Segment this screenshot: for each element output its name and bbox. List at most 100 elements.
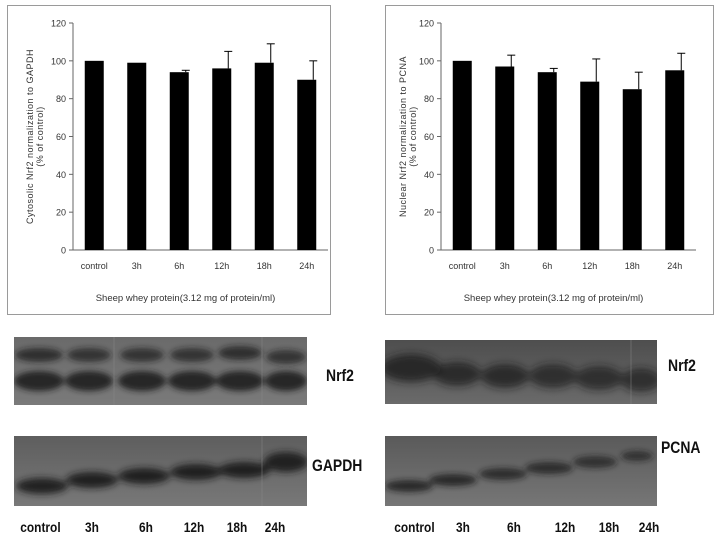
blot-band (216, 371, 264, 391)
blot-svg (14, 337, 307, 405)
blot-label-nrf2-right: Nrf2 (668, 356, 696, 375)
bar-3h (127, 62, 147, 250)
x-axis-label: Sheep whey protein(3.12 mg of protein/ml… (464, 293, 644, 304)
x-tick-label-24h: 24h (667, 261, 682, 271)
lane-label-right-24h: 24h (638, 519, 660, 535)
y-tick-label: 80 (424, 94, 434, 104)
blot-band (621, 368, 657, 392)
blot-background (14, 337, 307, 405)
blot-image-gapdh (14, 436, 307, 506)
y-tick-label: 0 (429, 246, 434, 256)
blot-band (16, 478, 68, 494)
blot-bands (14, 346, 307, 391)
y-tick-label: 80 (56, 94, 66, 104)
chart-panel-nuclear: 0 20 40 60 80 100 120 control 3h 6h 12h 18h 24h Sheep… (385, 5, 714, 315)
y-tick-label: 60 (56, 132, 66, 142)
blot-label-pcna: PCNA (661, 438, 701, 457)
blot-band (170, 464, 222, 480)
blot-band (621, 451, 653, 461)
bar-control (84, 60, 104, 251)
bar-12h (212, 68, 232, 251)
blot-band (481, 364, 529, 388)
y-tick-label: 40 (56, 170, 66, 180)
lane-label-left-control: control (20, 519, 61, 535)
x-tick-label-18h: 18h (257, 261, 272, 271)
lane-label-left-18h: 18h (226, 519, 248, 535)
y-tick-label: 0 (61, 246, 66, 256)
blot-band (265, 371, 307, 391)
blot-band (65, 371, 113, 391)
blot-band (15, 348, 63, 362)
chart-nuclear-nrf2: 0 20 40 60 80 100 120 control 3h 6h 12h 18h 24h Sheep… (398, 19, 696, 304)
bar-6h (169, 72, 189, 250)
blot-band (118, 468, 170, 484)
blot-image-nuclear-nrf2 (385, 340, 657, 404)
lane-label-right-12h: 12h (554, 519, 576, 535)
blot-image-pcna (385, 436, 657, 506)
y-axis-label-line1: Cytosolic Nrf2 normalization to GAPDH (25, 49, 35, 224)
y-tick-label: 120 (51, 19, 66, 29)
y-tick-label: 40 (424, 170, 434, 180)
blot-band (66, 472, 118, 488)
bar-24h (297, 79, 317, 250)
y-tick-label: 120 (419, 19, 434, 29)
x-tick-label-6h: 6h (174, 261, 184, 271)
lane-label-right-control: control (394, 519, 435, 535)
y-axis-label-line2: (% of control) (35, 106, 45, 167)
blot-bands (16, 452, 307, 494)
blot-band (168, 371, 216, 391)
x-tick-label-12h: 12h (214, 261, 229, 271)
blot-band (218, 462, 270, 478)
bar-3h (495, 66, 515, 250)
blot-band (170, 348, 214, 362)
x-tick-label-control: control (81, 261, 108, 271)
blot-bands (385, 451, 653, 492)
y-axis-label-line2: (% of control) (408, 106, 418, 167)
blot-band (575, 366, 623, 390)
blot-band (120, 348, 164, 362)
x-tick-label-6h: 6h (542, 261, 552, 271)
bar-control (452, 60, 472, 251)
blot-band (479, 468, 527, 480)
blot-band (266, 350, 306, 364)
lane-label-left-12h: 12h (183, 519, 205, 535)
y-tick-label: 20 (56, 208, 66, 218)
y-tick-label: 100 (51, 56, 66, 66)
bar-18h (254, 62, 274, 250)
y-tick-label: 100 (419, 56, 434, 66)
blot-label-nrf2-left: Nrf2 (326, 366, 354, 385)
y-axis-label: Nuclear Nrf2 normalization to PCNA (% of … (398, 56, 418, 217)
blot-image-cytosolic-nrf2 (14, 337, 307, 405)
blot-band (429, 474, 477, 486)
blot-band (218, 346, 262, 360)
x-tick-label-3h: 3h (500, 261, 510, 271)
chart-panel-cytosolic: 0 20 40 60 80 100 120 control 3h 6h 12h 18h 24h Sheep… (7, 5, 331, 315)
blot-band (529, 364, 577, 388)
lane-label-right-3h: 3h (456, 519, 470, 535)
x-tick-label-control: control (449, 261, 476, 271)
blot-band (525, 462, 573, 474)
blot-band (385, 354, 441, 382)
blot-band (118, 371, 166, 391)
lane-label-left-3h: 3h (85, 519, 99, 535)
blot-label-gapdh: GAPDH (312, 456, 363, 475)
blot-band (264, 452, 307, 472)
blot-bands (385, 354, 657, 392)
y-axis-label: Cytosolic Nrf2 normalization to GAPDH (% … (25, 49, 45, 224)
blot-svg (385, 340, 657, 404)
x-tick-label-12h: 12h (582, 261, 597, 271)
lane-label-right-6h: 6h (507, 519, 521, 535)
y-tick-label: 60 (424, 132, 434, 142)
bar-24h (665, 70, 685, 251)
blot-band (385, 480, 433, 492)
blot-svg (14, 436, 307, 506)
blot-svg (385, 436, 657, 506)
blot-band (14, 371, 64, 391)
x-tick-label-18h: 18h (625, 261, 640, 271)
lane-label-left-6h: 6h (139, 519, 153, 535)
bar-12h (580, 81, 600, 251)
chart-cytosolic-nrf2: 0 20 40 60 80 100 120 control 3h 6h 12h 18h 24h Sheep… (25, 19, 328, 304)
bar-6h (537, 72, 557, 250)
lane-label-left-24h: 24h (264, 519, 286, 535)
lane-label-right-18h: 18h (598, 519, 620, 535)
